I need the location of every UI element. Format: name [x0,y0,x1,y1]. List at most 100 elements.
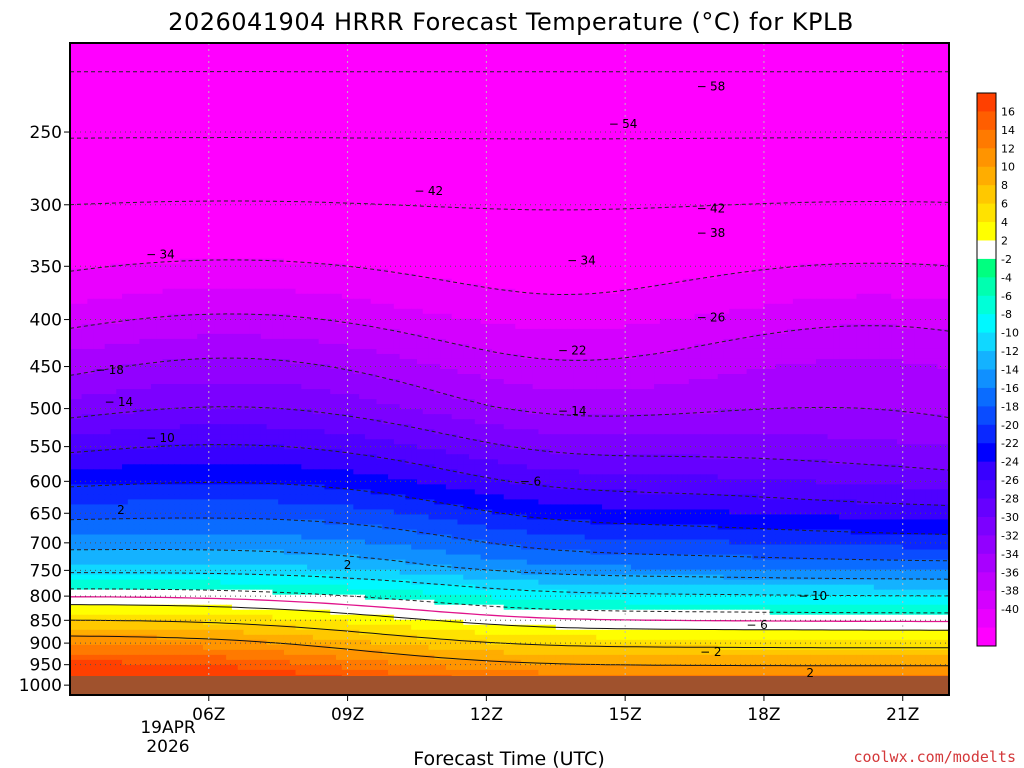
temperature-cell [162,173,170,180]
temperature-cell [694,148,702,155]
temperature-cell [116,183,123,190]
temperature-cell [833,48,840,54]
temperature-cell [110,118,117,124]
temperature-cell [567,93,574,99]
temperature-cell [451,168,459,175]
temperature-cell [463,88,470,94]
temperature-cell [243,133,250,139]
temperature-cell [255,53,262,59]
temperature-cell [272,163,279,170]
temperature-cell [561,73,569,79]
temperature-cell [295,138,303,145]
temperature-cell [139,53,146,59]
temperature-cell [729,83,736,89]
temperature-cell [769,153,777,160]
temperature-cell [931,68,939,74]
temperature-cell [156,173,164,180]
temperature-cell [382,148,389,155]
temperature-cell [278,58,285,64]
temperature-cell [850,68,858,74]
temperature-cell [630,98,638,104]
temperature-cell [665,203,673,210]
temperature-cell [330,188,337,195]
temperature-cell [416,148,424,155]
temperature-cell [636,78,644,84]
temperature-cell [879,78,887,84]
temperature-cell [364,173,372,180]
temperature-cell [775,63,782,69]
temperature-cell [370,78,378,84]
temperature-cell [411,108,418,114]
temperature-cell [619,198,626,205]
temperature-cell [422,123,430,129]
temperature-cell [792,188,800,195]
temperature-cell [723,63,730,69]
temperature-cell [283,178,291,185]
temperature-cell [393,173,401,180]
temperature-cell [515,178,522,185]
temperature-cell [862,53,869,59]
temperature-cell [573,48,580,54]
temperature-cell [116,53,123,59]
temperature-cell [815,193,823,200]
temperature-cell [677,48,684,54]
temperature-cell [538,143,545,150]
temperature-cell [706,123,713,129]
temperature-cell [370,88,378,94]
temperature-cell [139,148,146,155]
temperature-cell [255,43,262,49]
temperature-cell [457,198,464,205]
temperature-cell [416,43,424,49]
temperature-cell [376,128,383,134]
temperature-cell [740,148,748,155]
temperature-cell [156,53,164,59]
temperature-cell [214,48,222,54]
temperature-cell [561,53,569,59]
temperature-cell [295,203,303,210]
temperature-cell [798,168,806,175]
temperature-cell [833,83,840,89]
temperature-cell [388,173,395,180]
temperature-cell [133,138,141,145]
temperature-cell [781,163,788,170]
temperature-cell [671,98,678,104]
temperature-cell [578,123,586,129]
temperature-cell [879,128,887,134]
temperature-cell [503,83,511,89]
temperature-cell [70,203,77,210]
temperature-cell [850,83,858,89]
temperature-cell [197,158,204,165]
temperature-cell [266,203,274,210]
temperature-cell [943,83,949,89]
temperature-cell [434,128,441,134]
temperature-cell [844,113,852,119]
temperature-cell [619,148,626,155]
temperature-cell [590,178,597,185]
temperature-cell [422,128,430,134]
temperature-cell [688,183,696,190]
temperature-cell [584,138,592,145]
temperature-cell [237,68,245,74]
temperature-cell [370,113,378,119]
temperature-cell [393,183,401,190]
temperature-cell [607,43,615,49]
temperature-cell [584,98,592,104]
temperature-cell [295,58,303,64]
temperature-cell [330,158,337,165]
temperature-cell [914,53,921,59]
temperature-cell [665,163,673,170]
temperature-cell [87,123,94,129]
temperature-cell [98,83,106,89]
temperature-cell [110,203,117,210]
temperature-cell [538,73,545,79]
temperature-cell [914,43,921,49]
temperature-cell [104,148,112,155]
temperature-cell [497,163,505,170]
temperature-cell [792,98,800,104]
temperature-cell [503,178,511,185]
temperature-cell [376,178,383,185]
temperature-cell [370,198,378,205]
temperature-cell [168,183,175,190]
temperature-cell [758,123,765,129]
temperature-cell [445,138,453,145]
